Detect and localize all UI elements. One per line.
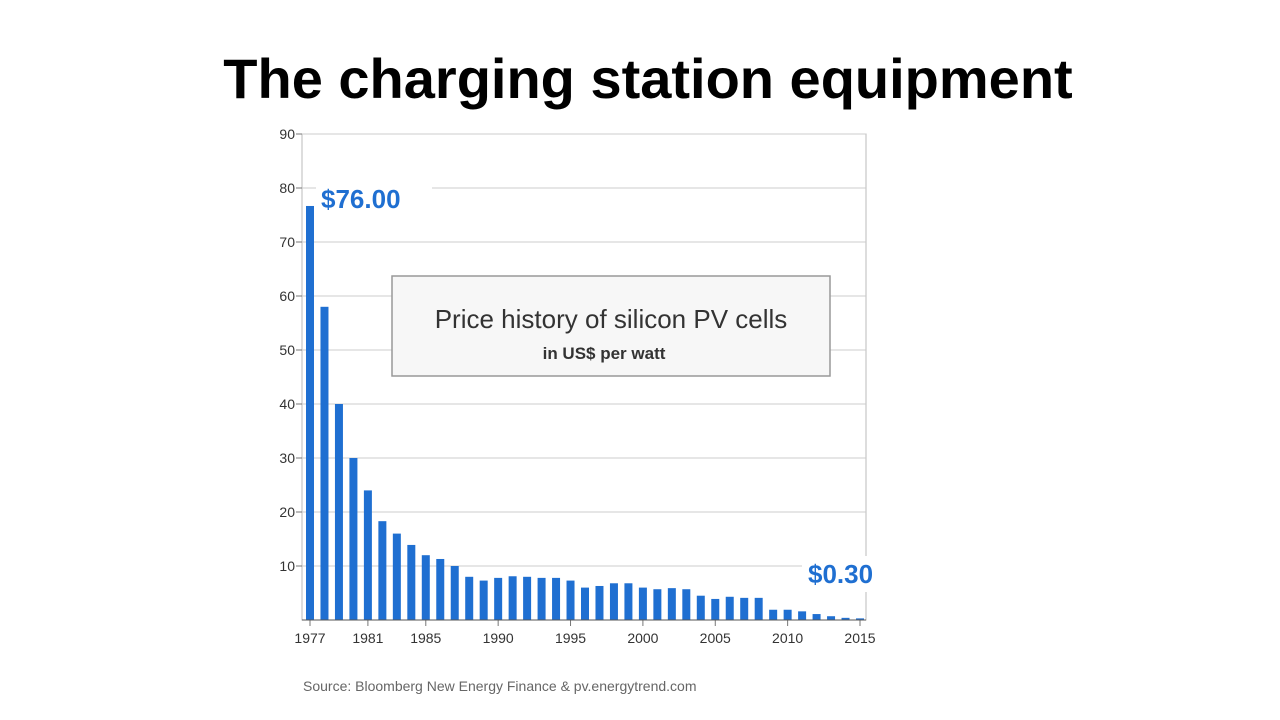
bar-1985 [421, 555, 430, 620]
x-tick-label: 1977 [294, 630, 325, 646]
y-tick-label: 10 [279, 558, 295, 574]
chart-subtitle: in US$ per watt [543, 344, 666, 363]
x-tick-label: 2005 [700, 630, 731, 646]
bar-1994 [552, 577, 561, 620]
chart-title: Price history of silicon PV cells [435, 304, 788, 334]
x-tick-label: 2010 [772, 630, 803, 646]
bar-1977 [306, 205, 314, 620]
bar-1987 [450, 566, 459, 620]
y-tick-label: 60 [279, 288, 295, 304]
source-note: Source: Bloomberg New Energy Finance & p… [303, 678, 697, 694]
y-tick-label: 80 [279, 180, 295, 196]
x-axis-ticks: 1977 1981 1985 1990 1995 2000 2005 2010 2015 [294, 620, 876, 646]
bar-1986 [436, 558, 445, 620]
x-tick-label: 1981 [352, 630, 383, 646]
y-tick-label: 90 [279, 126, 295, 142]
bar-1992 [523, 576, 532, 620]
slide-title: The charging station equipment [223, 47, 1073, 110]
callout-start-price: $76.00 [321, 184, 401, 214]
chart-title-box: Price history of silicon PV cells in US$… [391, 275, 831, 377]
y-axis-ticks: 10 20 30 40 50 60 70 80 90 [279, 126, 302, 574]
bar-1981 [363, 490, 372, 620]
bar-1996 [581, 587, 589, 620]
bar-2010 [783, 609, 792, 620]
bar-2012 [812, 614, 821, 620]
bar-1991 [508, 576, 517, 620]
bar-2000 [638, 587, 647, 620]
bar-2015 [856, 618, 864, 620]
bar-2003 [682, 589, 691, 620]
callout-end-price: $0.30 [808, 559, 873, 589]
bar-1984 [407, 544, 416, 620]
bar-1999 [624, 583, 633, 620]
callout-start-backdrop [316, 182, 432, 216]
bar-2009 [769, 609, 778, 620]
x-tick-label: 1995 [555, 630, 586, 646]
bar-1997 [595, 585, 604, 620]
bar-2013 [827, 616, 836, 620]
x-tick-label: 1990 [483, 630, 514, 646]
bar-1989 [479, 580, 488, 620]
bar-1978 [320, 306, 329, 620]
y-tick-label: 50 [279, 342, 295, 358]
bar-1983 [392, 533, 401, 620]
bar-series [306, 205, 864, 620]
bar-1980 [349, 458, 358, 620]
bar-2002 [667, 588, 676, 620]
bar-2014 [841, 617, 850, 620]
y-tick-label: 70 [279, 234, 295, 250]
y-tick-label: 30 [279, 450, 295, 466]
x-tick-label: 2000 [627, 630, 658, 646]
bar-1998 [609, 583, 618, 620]
y-tick-label: 40 [279, 396, 295, 412]
bar-2008 [754, 597, 763, 620]
bar-1993 [537, 577, 546, 620]
bar-2011 [798, 611, 807, 620]
bar-1982 [378, 521, 387, 620]
bar-1990 [494, 577, 503, 620]
callout-end-backdrop [802, 556, 888, 592]
bar-1988 [465, 576, 474, 620]
bar-2001 [653, 589, 662, 620]
x-tick-label: 2015 [844, 630, 875, 646]
bar-2005 [711, 598, 720, 620]
bar-2004 [696, 595, 705, 620]
y-tick-label: 20 [279, 504, 295, 520]
bar-2006 [725, 596, 734, 620]
bar-1979 [334, 404, 343, 620]
bar-2007 [740, 597, 749, 620]
bar-1995 [566, 580, 575, 620]
x-tick-label: 1985 [410, 630, 441, 646]
